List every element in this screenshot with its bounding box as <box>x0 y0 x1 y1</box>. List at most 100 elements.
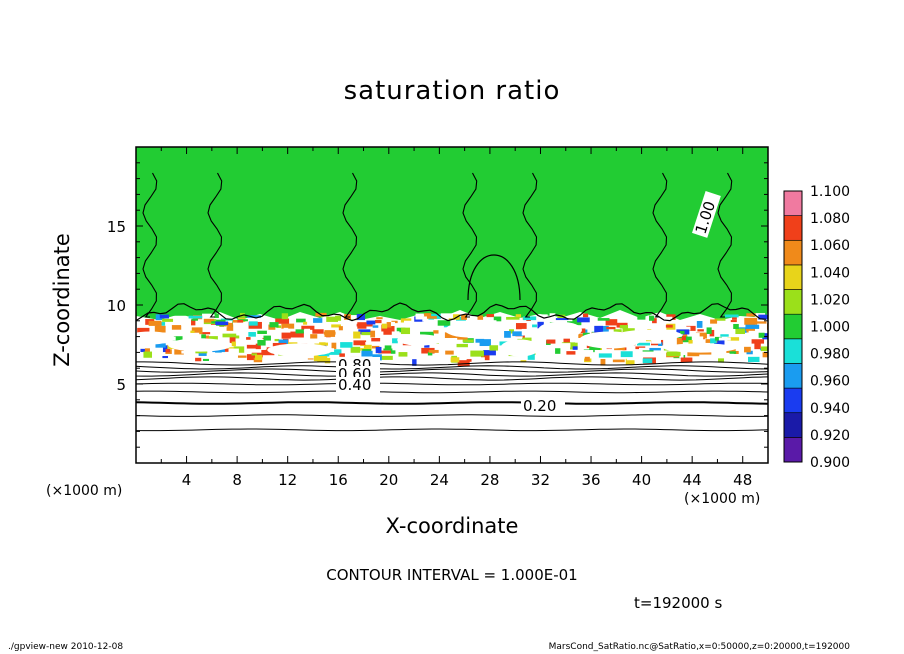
mixed-cell <box>639 326 645 332</box>
mixed-cell <box>165 348 170 353</box>
cloud-blob <box>267 343 333 357</box>
mixed-cell <box>718 337 731 341</box>
mixed-cell <box>658 342 663 347</box>
mixed-cell <box>555 356 562 363</box>
mixed-cell <box>392 338 398 344</box>
mixed-cell <box>381 323 388 329</box>
mixed-cell <box>527 353 535 360</box>
contour-line <box>136 414 768 417</box>
mixed-cell <box>683 333 688 337</box>
mixed-cell <box>257 330 267 334</box>
mixed-cell <box>202 332 211 335</box>
mixed-cell <box>606 326 616 330</box>
mixed-cell <box>637 342 651 346</box>
mixed-cell <box>673 355 686 359</box>
mixed-cell <box>331 324 341 328</box>
mixed-cell <box>310 334 318 339</box>
mixed-cell <box>190 330 195 333</box>
mixed-cell <box>214 313 219 318</box>
mixed-cell <box>647 347 661 351</box>
mixed-cell <box>729 351 737 354</box>
mixed-cell <box>582 313 589 318</box>
cloud-blob <box>538 321 582 339</box>
mixed-cell <box>227 322 233 329</box>
contour-line <box>652 172 668 318</box>
mixed-cell <box>272 342 287 347</box>
x-tick-label: 44 <box>683 471 702 489</box>
mixed-cell <box>688 320 701 328</box>
mixed-cell <box>261 349 275 356</box>
mixed-cell <box>143 351 153 358</box>
mixed-cell <box>177 359 185 366</box>
mixed-cell <box>637 313 646 320</box>
mixed-cell <box>694 336 704 341</box>
contour-line <box>136 372 768 377</box>
mixed-cell <box>400 318 412 323</box>
mixed-cell <box>755 321 767 324</box>
x-tick-label: 8 <box>232 471 242 489</box>
mixed-cell <box>730 320 737 323</box>
mixed-cell <box>710 319 718 324</box>
mixed-cell <box>304 328 311 333</box>
mixed-cell <box>665 324 673 328</box>
mixed-cell <box>727 337 740 341</box>
contour-line <box>136 390 768 394</box>
mixed-cell <box>450 357 460 363</box>
x-tick-label: 36 <box>581 471 600 489</box>
contour-line <box>136 376 768 381</box>
mixed-cell <box>195 319 207 326</box>
contour-line <box>136 382 768 386</box>
y-tick-label: 15 <box>107 218 126 236</box>
x-tick-label: 4 <box>182 471 192 489</box>
colorbar-label: 1.000 <box>810 320 850 336</box>
contour-line <box>136 365 768 370</box>
mixed-cell <box>589 346 601 350</box>
mixed-cell <box>751 339 765 344</box>
mixed-cell <box>148 320 162 326</box>
mixed-cell <box>515 314 522 318</box>
mixed-cell <box>313 318 323 323</box>
x-tick-label: 28 <box>480 471 499 489</box>
mixed-cell <box>378 350 392 354</box>
mixed-cell <box>754 342 761 350</box>
mixed-cell <box>521 328 527 336</box>
mixed-cell <box>679 351 684 359</box>
mixed-cell <box>371 337 381 342</box>
mixed-cell <box>506 316 520 320</box>
colorbar-swatch <box>783 313 803 340</box>
mixed-cell <box>733 323 739 329</box>
mixed-cell <box>598 353 612 358</box>
mixed-cell <box>188 315 203 319</box>
mixed-cell <box>555 318 569 321</box>
colorbar-label: 0.920 <box>810 428 850 444</box>
mixed-cell <box>400 327 411 335</box>
mixed-cell <box>479 339 491 347</box>
mixed-cell <box>251 315 257 318</box>
colorbar-label: 1.040 <box>810 265 850 281</box>
mixed-cell <box>523 316 537 321</box>
mixed-cell <box>710 338 717 344</box>
mixed-cell <box>162 355 168 359</box>
mixed-cell <box>162 318 174 322</box>
mixed-cell <box>208 336 218 342</box>
mixed-cell <box>251 353 258 356</box>
mixed-cell <box>171 325 182 330</box>
y-axis: 5 10 15 <box>107 162 768 448</box>
contour-line <box>717 172 733 318</box>
mixed-cell <box>232 348 239 354</box>
contour-interval: CONTOUR INTERVAL = 1.000E-01 <box>326 566 578 584</box>
mixed-cell <box>433 330 439 334</box>
mixed-cell <box>376 317 383 320</box>
mixed-cell <box>492 320 497 325</box>
mixed-cell <box>679 330 685 334</box>
mixed-cell <box>180 323 191 326</box>
mixed-cell <box>140 348 149 353</box>
mixed-cell <box>274 338 280 342</box>
mixed-cell <box>714 318 726 321</box>
mixed-cell <box>542 357 553 364</box>
mixed-cell <box>514 336 523 341</box>
colorbar-label: 0.940 <box>810 401 850 417</box>
x-tick-label: 20 <box>379 471 398 489</box>
mixed-cell <box>229 356 241 360</box>
mixed-cell <box>155 343 166 348</box>
